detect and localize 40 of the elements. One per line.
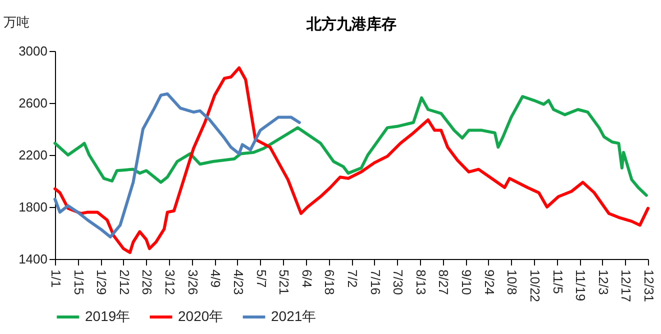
legend-label: 2020年	[178, 308, 224, 324]
x-tick-label: 9/24	[482, 270, 497, 295]
x-tick-label: 10/8	[504, 270, 520, 295]
x-tick-label: 5/7	[254, 270, 269, 288]
x-tick-label: 11/19	[573, 270, 588, 302]
line-series	[54, 92, 301, 238]
y-tick-label: 2200	[18, 148, 48, 162]
x-tick-label: 12/3	[596, 270, 611, 295]
y-tick-label: 1400	[18, 252, 48, 266]
y-tick-label: 3000	[18, 44, 48, 58]
x-tick-label: 2/26	[140, 270, 155, 295]
y-axis-title: 万吨	[4, 14, 30, 30]
x-tick-label: 1/15	[71, 270, 86, 295]
x-tick-label: 9/10	[459, 270, 474, 295]
y-tick-label: 2600	[18, 96, 48, 110]
legend-label: 2021年	[271, 308, 316, 324]
legend-label: 2019年	[85, 308, 130, 324]
chart-title: 北方九港库存	[306, 15, 396, 33]
x-tick-label: 12/17	[618, 270, 634, 302]
x-tick-label: 1/1	[48, 270, 64, 288]
x-tick-label: 4/23	[230, 270, 246, 295]
x-tick-label: 7/2	[345, 270, 360, 288]
x-tick-label: 3/26	[185, 270, 200, 295]
x-tick-label: 8/13	[413, 270, 428, 295]
x-tick-label: 6/4	[299, 270, 314, 288]
x-tick-label: 6/18	[322, 270, 338, 295]
x-tick-label: 4/9	[208, 270, 224, 288]
x-tick-label: 8/27	[436, 270, 452, 295]
x-tick-label: 2/12	[116, 270, 132, 295]
x-tick-label: 10/22	[527, 270, 542, 302]
x-tick-label: 1/29	[94, 270, 110, 295]
x-tick-label: 7/30	[390, 270, 406, 295]
y-tick-label: 1800	[18, 200, 48, 214]
x-tick-label: 5/21	[276, 270, 292, 295]
line-series	[54, 95, 648, 197]
x-tick-label: 12/31	[642, 270, 656, 302]
x-tick-label: 11/5	[550, 270, 566, 294]
line-series	[54, 66, 650, 254]
x-tick-label: 3/12	[162, 270, 178, 295]
x-tick-label: 7/16	[368, 270, 383, 295]
